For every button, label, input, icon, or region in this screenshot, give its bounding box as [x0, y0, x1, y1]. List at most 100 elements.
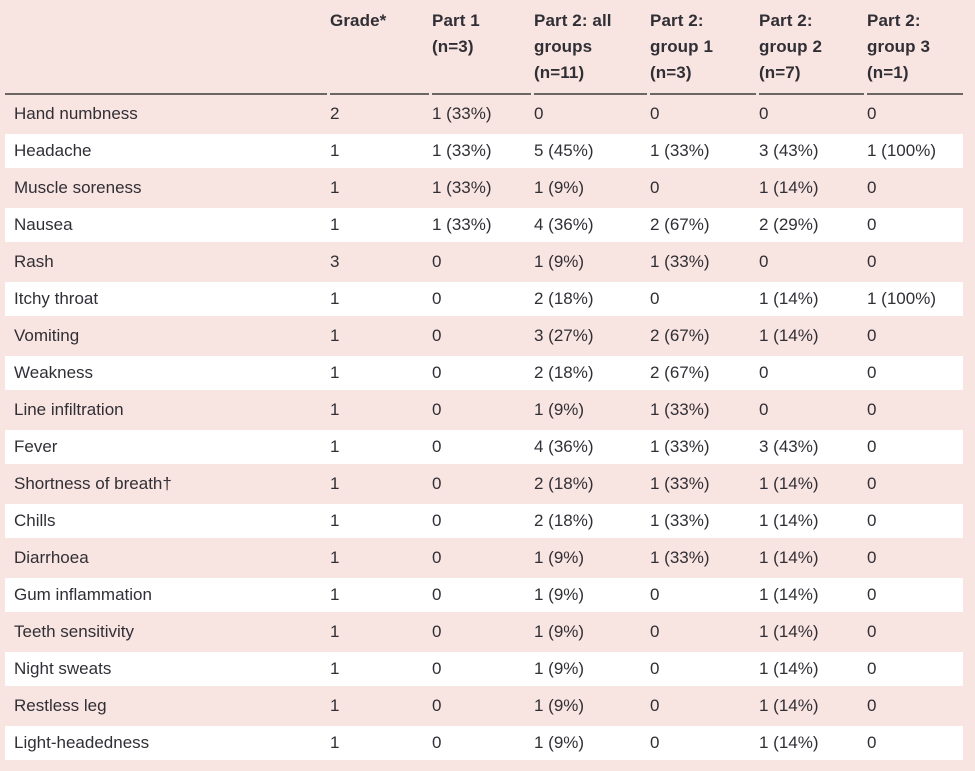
part2-group1-cell: 0 — [650, 695, 660, 715]
row-label: Itchy throat — [14, 288, 99, 308]
header-rule-segment — [759, 93, 864, 95]
table-row: Light-headedness 1 0 1 (9%) 0 1 (14%) 0 — [5, 724, 963, 761]
part1-cell: 0 — [432, 695, 442, 715]
part2-group2-cell: 3 (43%) — [759, 436, 819, 456]
row-label: Shortness of breath† — [14, 473, 172, 493]
part2-group3-cell: 0 — [867, 547, 877, 567]
column-header-part1: Part 1 (n=3) — [432, 11, 480, 56]
part2-group2-cell: 0 — [759, 362, 769, 382]
part2-group2-cell: 0 — [759, 399, 769, 419]
part2-group1-cell: 0 — [650, 288, 660, 308]
row-label: Fever — [14, 436, 58, 456]
table-row: Restless leg 1 0 1 (9%) 0 1 (14%) 0 — [5, 687, 963, 724]
row-label: Muscle soreness — [14, 177, 142, 197]
part2-all-groups-cell: 2 (18%) — [534, 288, 594, 308]
table-row: Nausea 1 1 (33%) 4 (36%) 2 (67%) 2 (29%)… — [5, 206, 963, 243]
table-header-row: Grade* Part 1 (n=3) Part 2: all groups (… — [5, 0, 963, 93]
row-label: Restless leg — [14, 695, 107, 715]
grade-cell: 1 — [330, 288, 340, 308]
row-label: Chills — [14, 510, 56, 530]
table-row: Shortness of breath† 1 0 2 (18%) 1 (33%)… — [5, 465, 963, 502]
part2-all-groups-cell: 1 (9%) — [534, 732, 585, 752]
part1-cell: 0 — [432, 621, 442, 641]
grade-cell: 1 — [330, 732, 340, 752]
part2-group3-cell: 1 (100%) — [867, 140, 936, 160]
header-rule-segment — [534, 93, 647, 95]
part2-group1-cell: 1 (33%) — [650, 510, 710, 530]
part2-group2-cell: 1 (14%) — [759, 177, 819, 197]
grade-cell: 1 — [330, 658, 340, 678]
part2-group2-cell: 1 (14%) — [759, 658, 819, 678]
part2-group1-cell: 0 — [650, 732, 660, 752]
part2-group1-cell: 1 (33%) — [650, 399, 710, 419]
part2-group1-cell: 0 — [650, 658, 660, 678]
part2-group1-cell: 1 (33%) — [650, 436, 710, 456]
row-label: Weakness — [14, 362, 94, 382]
part2-group3-cell: 0 — [867, 732, 877, 752]
header-rule-segment — [650, 93, 756, 95]
table-row: Weakness 1 0 2 (18%) 2 (67%) 0 0 — [5, 354, 963, 391]
column-header-part2-group3: Part 2: group 3 (n=1) — [867, 11, 931, 82]
grade-cell: 3 — [330, 251, 340, 271]
column-header-grade: Grade* — [330, 11, 387, 30]
grade-cell: 1 — [330, 473, 340, 493]
table-body: Hand numbness 2 1 (33%) 0 0 0 0 Headache… — [0, 95, 975, 761]
part1-cell: 1 (33%) — [432, 103, 492, 123]
grade-cell: 1 — [330, 436, 340, 456]
part1-cell: 0 — [432, 251, 442, 271]
grade-cell: 1 — [330, 621, 340, 641]
part1-cell: 0 — [432, 288, 442, 308]
part2-group1-cell: 0 — [650, 621, 660, 641]
part2-group1-cell: 2 (67%) — [650, 214, 710, 234]
row-label: Rash — [14, 251, 54, 271]
row-label: Vomiting — [14, 325, 80, 345]
part2-group2-cell: 1 (14%) — [759, 584, 819, 604]
part2-all-groups-cell: 2 (18%) — [534, 362, 594, 382]
part2-group3-cell: 0 — [867, 621, 877, 641]
part2-group3-cell: 0 — [867, 251, 877, 271]
table-row: Fever 1 0 4 (36%) 1 (33%) 3 (43%) 0 — [5, 428, 963, 465]
table-row: Chills 1 0 2 (18%) 1 (33%) 1 (14%) 0 — [5, 502, 963, 539]
grade-cell: 1 — [330, 695, 340, 715]
part2-group2-cell: 1 (14%) — [759, 288, 819, 308]
header-rule-segment — [5, 93, 327, 95]
part2-group2-cell: 0 — [759, 251, 769, 271]
row-label: Gum inflammation — [14, 584, 152, 604]
part2-group3-cell: 0 — [867, 658, 877, 678]
part2-group3-cell: 0 — [867, 362, 877, 382]
row-label: Teeth sensitivity — [14, 621, 134, 641]
part2-all-groups-cell: 1 (9%) — [534, 621, 585, 641]
grade-cell: 1 — [330, 214, 340, 234]
part2-all-groups-cell: 1 (9%) — [534, 547, 585, 567]
part2-group2-cell: 0 — [759, 103, 769, 123]
row-label: Nausea — [14, 214, 73, 234]
part2-all-groups-cell: 1 (9%) — [534, 399, 585, 419]
part2-group1-cell: 1 (33%) — [650, 473, 710, 493]
part2-all-groups-cell: 0 — [534, 103, 544, 123]
part2-all-groups-cell: 5 (45%) — [534, 140, 594, 160]
part1-cell: 0 — [432, 399, 442, 419]
part2-all-groups-cell: 1 (9%) — [534, 695, 585, 715]
part2-group1-cell: 0 — [650, 584, 660, 604]
header-rule-segment — [432, 93, 531, 95]
part2-all-groups-cell: 4 (36%) — [534, 436, 594, 456]
part2-group2-cell: 1 (14%) — [759, 473, 819, 493]
part1-cell: 0 — [432, 473, 442, 493]
grade-cell: 1 — [330, 325, 340, 345]
part2-group1-cell: 0 — [650, 177, 660, 197]
part2-group3-cell: 0 — [867, 695, 877, 715]
part2-all-groups-cell: 1 (9%) — [534, 584, 585, 604]
table-row: Gum inflammation 1 0 1 (9%) 0 1 (14%) 0 — [5, 576, 963, 613]
table-row: Hand numbness 2 1 (33%) 0 0 0 0 — [5, 95, 963, 132]
grade-cell: 1 — [330, 362, 340, 382]
part1-cell: 1 (33%) — [432, 214, 492, 234]
part1-cell: 0 — [432, 325, 442, 345]
part1-cell: 0 — [432, 547, 442, 567]
part2-group2-cell: 1 (14%) — [759, 547, 819, 567]
part2-group3-cell: 0 — [867, 510, 877, 530]
part2-group2-cell: 1 (14%) — [759, 325, 819, 345]
table-row: Itchy throat 1 0 2 (18%) 0 1 (14%) 1 (10… — [5, 280, 963, 317]
part1-cell: 0 — [432, 584, 442, 604]
grade-cell: 1 — [330, 584, 340, 604]
